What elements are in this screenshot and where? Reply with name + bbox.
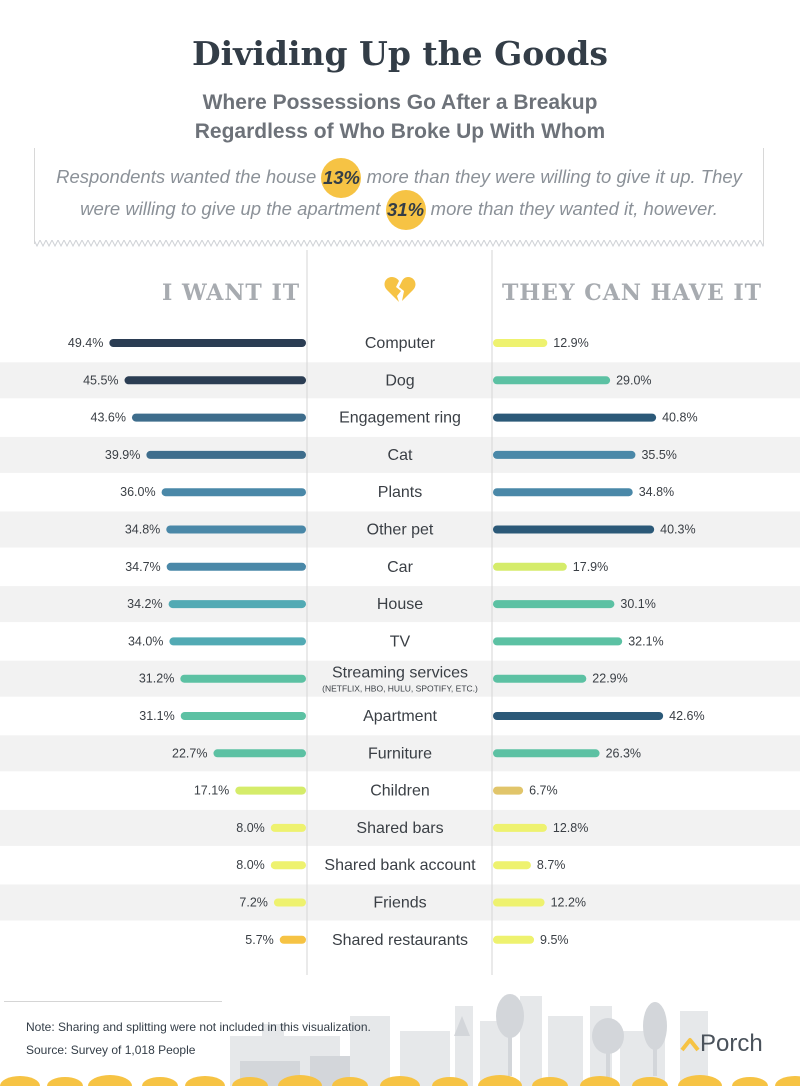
callout-box: Respondents wanted the house 13% more th…	[34, 148, 764, 248]
value-label-they-can-have-it: 9.5%	[540, 933, 569, 947]
row-stripe	[0, 735, 800, 772]
category-label: Shared bars	[356, 820, 443, 837]
category-label: Streaming services	[332, 665, 468, 682]
percent-badge: 31%	[385, 190, 426, 231]
porch-wordmark: Porch	[700, 1030, 763, 1057]
category-label: Children	[370, 783, 430, 800]
percent-badge: 13%	[321, 158, 362, 199]
category-label: Engagement ring	[339, 410, 461, 427]
category-label: House	[377, 596, 423, 613]
value-label-they-can-have-it: 40.3%	[660, 523, 695, 537]
category-label: Apartment	[363, 708, 437, 725]
value-label-i-want-it: 8.0%	[236, 821, 265, 835]
value-label-they-can-have-it: 8.7%	[537, 858, 566, 872]
callout-line-2: were willing to give up the apartment 31…	[34, 190, 764, 231]
value-label-they-can-have-it: 35.5%	[641, 448, 676, 462]
value-label-i-want-it: 39.9%	[105, 448, 140, 462]
footer-divider	[4, 1001, 222, 1002]
row-stripe	[0, 660, 800, 697]
value-label-they-can-have-it: 40.8%	[662, 411, 697, 425]
category-label: Other pet	[367, 522, 434, 539]
broken-heart-icon	[384, 277, 416, 302]
category-label: Plants	[378, 484, 422, 501]
callout-text: Respondents wanted the house	[56, 166, 317, 187]
value-label-i-want-it: 22.7%	[172, 746, 207, 760]
category-label: Furniture	[368, 745, 432, 762]
value-label-they-can-have-it: 42.6%	[669, 709, 704, 723]
subtitle-line-2: Regardless of Who Broke Up With Whom	[194, 120, 606, 143]
value-label-they-can-have-it: 12.2%	[551, 896, 586, 910]
footnote-source: Source: Survey of 1,018 People	[26, 1043, 196, 1057]
callout-text: more than they were willing to give it u…	[366, 166, 742, 187]
callout-line-1: Respondents wanted the house 13% more th…	[34, 158, 764, 199]
value-label-i-want-it: 34.7%	[125, 560, 160, 574]
value-label-they-can-have-it: 26.3%	[606, 746, 641, 760]
row-stripe	[0, 809, 800, 846]
value-label-they-can-have-it: 32.1%	[628, 634, 663, 648]
value-label-i-want-it: 49.4%	[68, 336, 103, 350]
zigzag-line	[34, 240, 764, 248]
value-label-i-want-it: 17.1%	[194, 784, 229, 798]
value-label-i-want-it: 5.7%	[245, 933, 274, 947]
value-label-they-can-have-it: 34.8%	[639, 485, 674, 499]
category-note: (NETFLIX, HBO, HULU, SPOTIFY, ETC.)	[322, 684, 478, 694]
callout-text: were willing to give up the apartment	[80, 198, 381, 219]
value-label-they-can-have-it: 29.0%	[616, 373, 651, 387]
row-stripe	[0, 884, 800, 921]
value-label-they-can-have-it: 12.9%	[553, 336, 588, 350]
zigzag-border	[34, 240, 764, 248]
category-label: Friends	[373, 895, 426, 912]
category-label: Car	[387, 559, 413, 576]
category-label: Shared bank account	[324, 857, 476, 874]
value-label-i-want-it: 7.2%	[239, 896, 268, 910]
heading-i-want-it: I WANT IT	[162, 280, 301, 306]
value-label-they-can-have-it: 30.1%	[620, 597, 655, 611]
value-label-they-can-have-it: 6.7%	[529, 784, 558, 798]
heading-they-can-have-it: THEY CAN HAVE IT	[502, 280, 763, 306]
category-label: TV	[390, 633, 411, 650]
category-label: Shared restaurants	[332, 932, 468, 949]
value-label-i-want-it: 36.0%	[120, 485, 155, 499]
value-label-i-want-it: 34.8%	[125, 523, 160, 537]
row-stripe	[0, 436, 800, 473]
skyline-illustration	[0, 994, 800, 1086]
category-label: Computer	[365, 335, 436, 352]
value-label-i-want-it: 31.1%	[139, 709, 174, 723]
row-stripe	[0, 511, 800, 548]
footnote-note: Note: Sharing and splitting were not inc…	[26, 1020, 371, 1034]
value-label-i-want-it: 31.2%	[139, 672, 174, 686]
porch-logo: Porch	[680, 1030, 763, 1058]
value-label-they-can-have-it: 12.8%	[553, 821, 588, 835]
row-stripe	[0, 586, 800, 623]
value-label-they-can-have-it: 22.9%	[592, 672, 627, 686]
category-label: Cat	[388, 447, 413, 464]
value-label-i-want-it: 43.6%	[91, 411, 126, 425]
value-label-i-want-it: 45.5%	[83, 373, 118, 387]
category-label: Dog	[385, 372, 414, 389]
value-label-i-want-it: 8.0%	[236, 858, 265, 872]
page-title: Dividing Up the Goods	[192, 34, 608, 73]
value-label-they-can-have-it: 17.9%	[573, 560, 608, 574]
subtitle-line-1: Where Possessions Go After a Breakup	[202, 91, 598, 114]
callout-text: more than they wanted it, however.	[430, 198, 718, 219]
porch-logo-icon	[680, 1038, 700, 1052]
value-label-i-want-it: 34.2%	[127, 597, 162, 611]
value-label-i-want-it: 34.0%	[128, 634, 163, 648]
